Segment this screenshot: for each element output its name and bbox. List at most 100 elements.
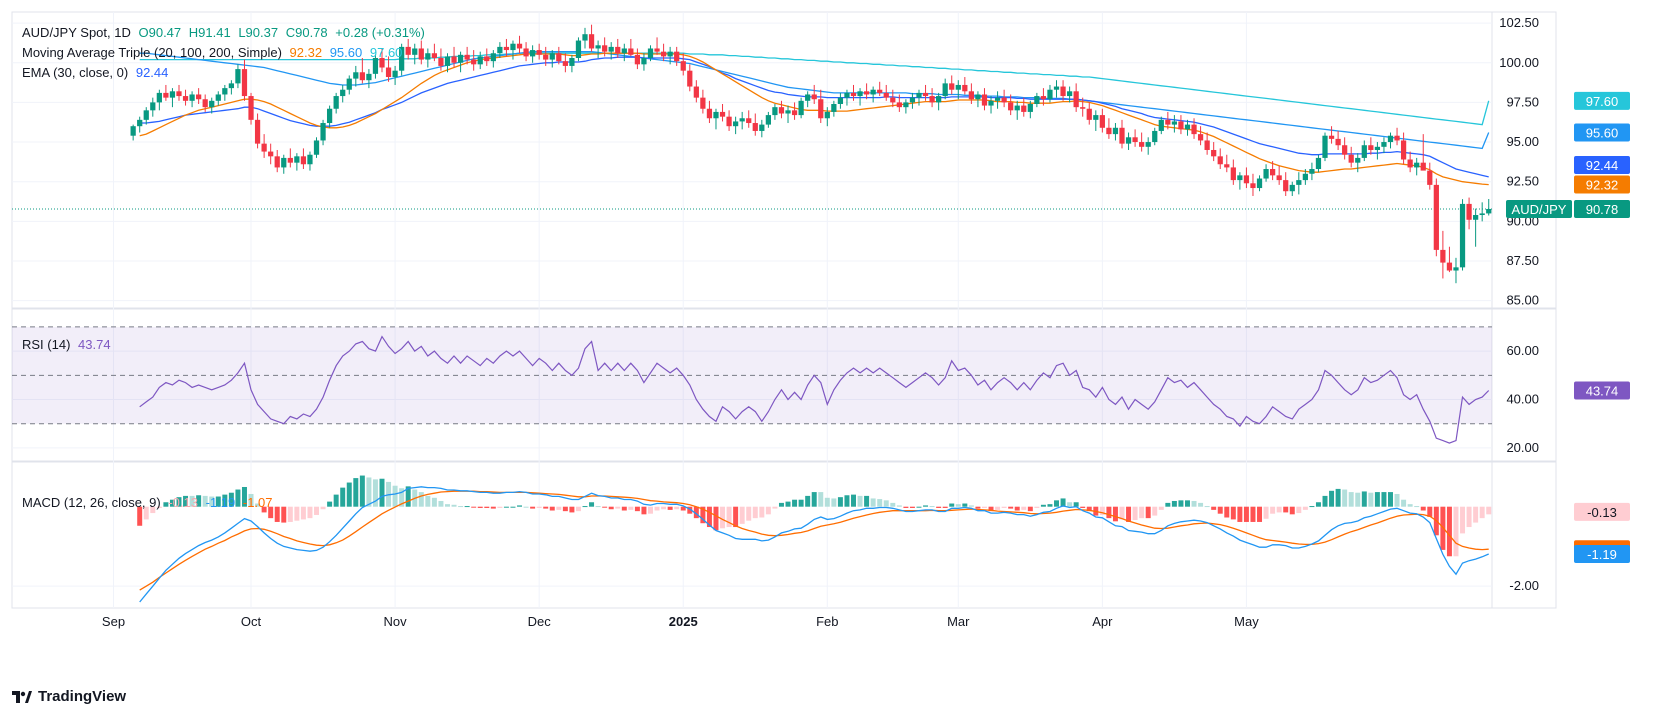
candle-body	[1066, 91, 1073, 97]
candle	[844, 89, 850, 106]
macd-histogram-bar	[1361, 491, 1367, 507]
macd-histogram-bar	[1067, 502, 1073, 507]
candle	[922, 84, 929, 101]
candle-body	[922, 92, 929, 97]
macd-histogram-bar	[765, 506, 771, 515]
candle	[196, 88, 202, 104]
macd-legend: MACD (12, 26, close, 9) -0.13 -1.19 -1.0…	[22, 494, 277, 511]
candle	[169, 88, 176, 108]
macd-histogram-bar	[864, 495, 870, 507]
macd-histogram-bar	[1329, 490, 1335, 507]
rsi-legend-label[interactable]: RSI (14)	[22, 337, 71, 352]
macd-histogram-bar	[314, 506, 320, 515]
macd-histogram-bar	[1034, 506, 1040, 508]
candle-body	[647, 48, 654, 58]
ohlc-open: O90.47	[138, 25, 182, 40]
candle	[837, 92, 844, 109]
macd-histogram-bar	[228, 492, 234, 507]
macd-badge: -1.19	[1574, 544, 1630, 563]
candle-body	[209, 100, 215, 108]
macd-histogram-bar	[1060, 498, 1066, 507]
candle-body	[1112, 127, 1119, 135]
macd-line	[139, 486, 1489, 603]
macd-histogram-bar	[1008, 506, 1014, 509]
candle	[818, 89, 824, 124]
candle-body	[1315, 157, 1322, 170]
rsi-badge: 43.74	[1574, 381, 1630, 400]
candle-body	[726, 116, 732, 127]
candle-body	[1473, 215, 1479, 220]
macd-legend-label[interactable]: MACD (12, 26, close, 9)	[22, 495, 161, 510]
candle	[759, 119, 765, 138]
macd-histogram-bar	[156, 506, 162, 508]
candle-body	[359, 72, 365, 81]
candle	[1381, 137, 1387, 154]
candle	[300, 148, 307, 170]
candle-body	[1139, 142, 1145, 147]
candle-body	[1073, 91, 1079, 108]
candle	[890, 89, 896, 108]
candle-body	[693, 86, 699, 98]
macd-histogram-bar	[909, 506, 915, 508]
candle-body	[595, 45, 601, 49]
candle-body	[1446, 262, 1453, 271]
candle-body	[687, 70, 693, 87]
candle-body	[1479, 213, 1485, 216]
tradingview-logo[interactable]: TradingView	[12, 688, 126, 705]
tradingview-icon	[12, 690, 32, 703]
macd-histogram-bar	[752, 506, 758, 519]
candle-body	[1276, 175, 1282, 181]
macd-histogram-bar	[1243, 506, 1249, 522]
price-badge-box	[1574, 156, 1630, 175]
candle-body	[896, 102, 902, 108]
candle	[1053, 80, 1060, 98]
candle	[1400, 132, 1407, 165]
candle-body	[484, 56, 490, 62]
macd-histogram-bar	[621, 506, 627, 511]
candle	[1034, 92, 1040, 108]
ma100-value: 95.60	[329, 45, 363, 60]
macd-histogram-bar	[477, 506, 483, 508]
ohlc-change: +0.28 (+0.31%)	[335, 25, 425, 40]
candle	[975, 91, 981, 108]
candle	[209, 97, 215, 114]
macd-histogram-bar	[1250, 506, 1256, 522]
macd-histogram-bar	[405, 486, 411, 507]
candle	[1374, 142, 1381, 160]
candle-body	[163, 92, 169, 98]
candle-body	[169, 91, 176, 98]
candle-body	[1361, 145, 1367, 158]
macd-histogram-bar	[569, 506, 575, 513]
candle-body	[844, 92, 850, 98]
macd-histogram-bar	[163, 502, 169, 507]
ma-legend-label[interactable]: Moving Average Triple (20, 100, 200, Sim…	[22, 45, 282, 60]
macd-histogram-bar	[772, 506, 778, 509]
rsi-axis-label: 40.00	[1506, 392, 1539, 407]
candle	[1473, 208, 1479, 247]
ema-legend-label[interactable]: EMA (30, close, 0)	[22, 65, 129, 80]
candle-body	[215, 94, 221, 101]
candle	[641, 53, 647, 71]
candle	[883, 84, 889, 101]
candle	[1283, 172, 1289, 196]
macd-histogram-bar	[962, 503, 968, 507]
candle	[261, 134, 267, 158]
candle-body	[785, 110, 791, 114]
candle	[490, 50, 496, 68]
macd-histogram-bar	[1001, 506, 1007, 508]
ma20-line	[139, 52, 1489, 186]
candle-body	[385, 67, 392, 78]
candle	[772, 103, 778, 120]
candle-body	[667, 51, 673, 57]
candle	[1270, 161, 1276, 181]
candle-body	[431, 53, 438, 58]
macd-signal-value: -1.07	[242, 495, 273, 510]
candle-body	[1224, 164, 1230, 168]
symbol-title[interactable]: AUD/JPY Spot, 1D	[22, 25, 131, 40]
candle-body	[556, 53, 562, 62]
macd-histogram-bar	[438, 500, 444, 507]
candle	[1446, 246, 1453, 273]
candle	[1060, 80, 1066, 101]
candle	[1479, 202, 1485, 222]
